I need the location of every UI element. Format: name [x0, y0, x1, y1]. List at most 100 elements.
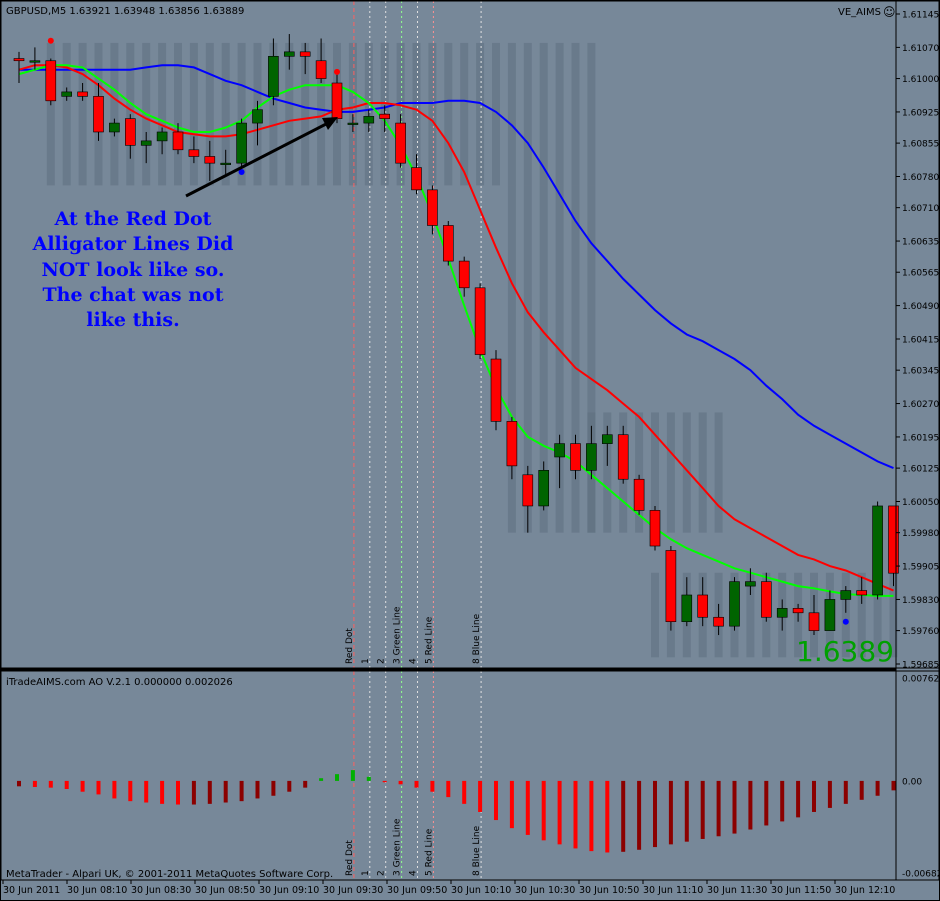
ao-bar [303, 780, 308, 788]
candle-body[interactable] [109, 122, 120, 133]
price-tick-label: 1.60345 [902, 367, 939, 377]
fractal-band-bar [460, 42, 469, 186]
candle-body[interactable] [204, 156, 216, 164]
candle-body[interactable] [554, 443, 565, 458]
candle-body[interactable] [347, 122, 359, 125]
fractal-band-bar [555, 42, 564, 186]
panel-frame [0, 667, 940, 672]
signal-dot [47, 37, 54, 44]
time-tick-label: 30 Jun 08:10 [67, 885, 127, 896]
time-tick-label: 30 Jun 09:30 [323, 885, 383, 896]
marker-label: 2 [377, 658, 387, 664]
fractal-band-bar [237, 42, 246, 186]
candle-body[interactable] [745, 581, 756, 587]
ao-panel[interactable] [1, 671, 896, 880]
candle-body[interactable] [681, 594, 693, 623]
candle-body[interactable] [840, 590, 852, 600]
candle-body[interactable] [458, 260, 470, 289]
candle-body[interactable] [283, 51, 295, 57]
candle-body[interactable] [125, 118, 136, 146]
candle-body[interactable] [760, 581, 772, 618]
annotation-line: Alligator Lines Did [32, 233, 234, 255]
candle-body[interactable] [156, 131, 168, 142]
candle-body[interactable] [442, 225, 454, 262]
candle-body[interactable] [570, 443, 581, 471]
time-tick-label: 30 Jun 12:10 [835, 885, 895, 896]
candle-body[interactable] [379, 113, 391, 119]
price-tick-label: 1.60195 [902, 433, 939, 443]
candle-body[interactable] [776, 608, 788, 618]
candle-body[interactable] [506, 421, 518, 467]
candle-body[interactable] [299, 51, 311, 57]
panel-frame [0, 0, 940, 881]
candle-body[interactable] [538, 470, 550, 507]
ao-bar [319, 778, 324, 781]
fractal-band-bar [78, 42, 87, 186]
price-tick-label: 1.59905 [902, 563, 939, 573]
candle-body[interactable] [77, 91, 88, 97]
candle-body[interactable] [633, 478, 645, 511]
fractal-band-bar [873, 572, 882, 658]
candle-body[interactable] [856, 590, 868, 596]
fractal-band-bar [651, 572, 659, 658]
candle-body[interactable] [268, 55, 279, 97]
ao-bar [843, 780, 848, 804]
candle-body[interactable] [729, 581, 740, 627]
candle-body[interactable] [522, 474, 534, 507]
ao-bar [494, 780, 498, 821]
fractal-band-bar [476, 42, 485, 186]
candle-body[interactable] [363, 116, 375, 124]
candle-body[interactable] [872, 505, 883, 596]
fractal-band-bar [682, 412, 691, 533]
candle-body[interactable] [61, 91, 73, 97]
ao-bar [446, 780, 451, 798]
candle-body[interactable] [824, 599, 836, 631]
candle-body[interactable] [665, 550, 677, 623]
candle-body[interactable] [395, 122, 406, 164]
candle-body[interactable] [411, 167, 422, 191]
candle-body[interactable] [252, 109, 263, 124]
candle-body[interactable] [315, 60, 327, 79]
price-axis [896, 1, 939, 880]
candle-body[interactable] [713, 616, 724, 627]
current-price-label: 1.6389 [796, 635, 894, 668]
price-tick-label: 1.60855 [902, 140, 939, 150]
ao-bar [668, 780, 673, 845]
candle-body[interactable] [792, 608, 804, 614]
ao-bar [827, 780, 832, 808]
candle-body[interactable] [236, 122, 247, 164]
fractal-band-bar [301, 42, 310, 186]
marker-label: 1 [361, 658, 371, 664]
candle-body[interactable] [140, 140, 152, 146]
fractal-band-bar [428, 42, 437, 186]
ao-bar [207, 780, 212, 804]
candle-body[interactable] [617, 434, 629, 480]
candle-body[interactable] [601, 434, 613, 444]
price-tick-label: 1.59830 [902, 596, 939, 606]
candle-body[interactable] [93, 96, 104, 133]
candle-body[interactable] [888, 505, 899, 574]
ao-bar [223, 780, 228, 803]
candle-body[interactable] [172, 131, 184, 151]
candle-body[interactable] [220, 162, 231, 165]
ao-tick-label: -0.00682 [902, 870, 940, 880]
ao-bar [17, 780, 21, 787]
candle-body[interactable] [13, 58, 25, 62]
fractal-band-bar [651, 412, 659, 533]
candle-body[interactable] [649, 510, 661, 547]
ao-bar [32, 780, 37, 787]
candle-body[interactable] [331, 82, 343, 119]
candle-body[interactable] [586, 443, 597, 471]
fractal-band-bar [698, 412, 707, 533]
candle-body[interactable] [45, 60, 57, 102]
candle-body[interactable] [697, 594, 709, 618]
candle-body[interactable] [490, 358, 502, 422]
candle-body[interactable] [427, 189, 438, 226]
candle-body[interactable] [808, 612, 820, 631]
candle-body[interactable] [29, 60, 41, 63]
candle-body[interactable] [188, 149, 200, 157]
fractal-band-bar [539, 185, 548, 533]
candle-body[interactable] [474, 287, 486, 355]
time-tick-label: 30 Jun 11:10 [643, 885, 703, 896]
fractal-band-bar [62, 42, 71, 186]
